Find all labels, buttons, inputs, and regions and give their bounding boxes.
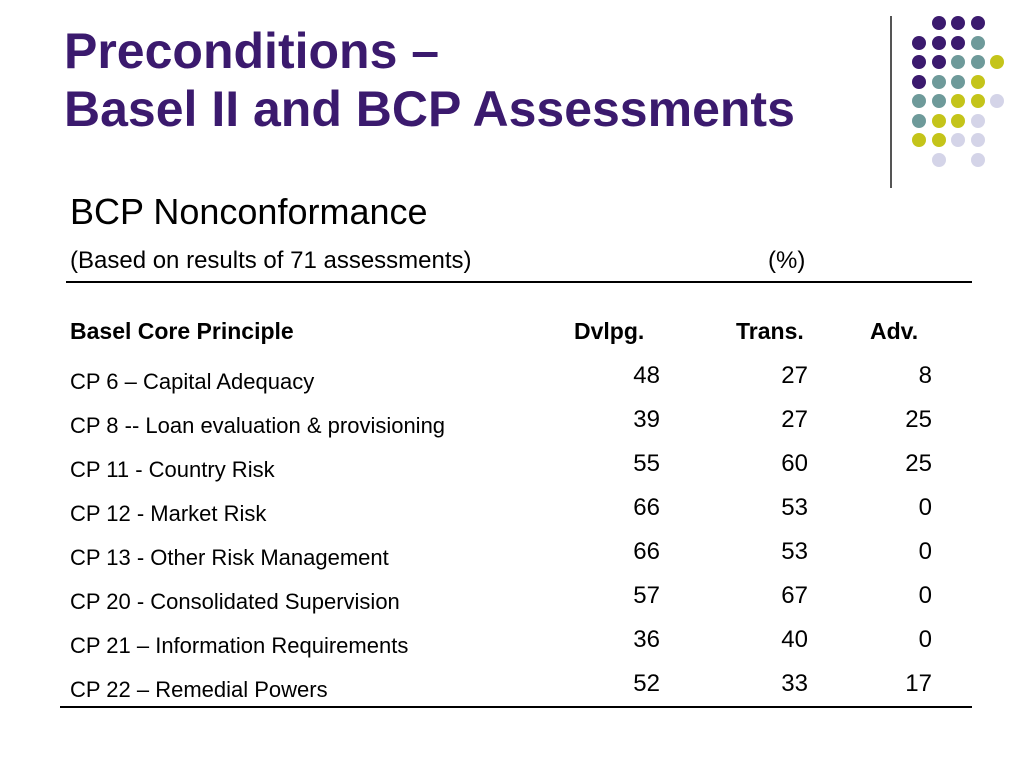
- trans-cell: 53: [781, 494, 808, 521]
- decorative-dot: [931, 133, 946, 147]
- table-row: CP 20 - Consolidated Supervision 57 67 0: [0, 582, 1024, 626]
- trans-cell: 27: [781, 362, 808, 389]
- adv-cell: 25: [905, 450, 932, 477]
- decorative-dot: [912, 113, 926, 128]
- decorative-dot: [951, 94, 965, 108]
- decorative-dot: [931, 113, 946, 128]
- title-line-2: Basel II and BCP Assessments: [64, 81, 795, 137]
- decorative-dot: [912, 74, 926, 89]
- table-subtitle: BCP Nonconformance: [70, 191, 428, 232]
- decorative-dot: [931, 16, 946, 30]
- table-row: CP 8 -- Loan evaluation & provisioning 3…: [0, 406, 1024, 450]
- decorative-dot: [951, 133, 965, 147]
- header-trans: Trans.: [736, 318, 804, 344]
- trans-cell: 33: [781, 670, 808, 697]
- decorative-dot: [970, 94, 985, 108]
- dvlpg-cell: 48: [633, 362, 660, 389]
- adv-cell: 25: [905, 406, 932, 433]
- decorative-dot: [912, 55, 926, 69]
- assessment-note: (Based on results of 71 assessments): [70, 247, 472, 274]
- decorative-dot: [951, 113, 965, 128]
- table-row: CP 12 - Market Risk 66 53 0: [0, 494, 1024, 538]
- principle-cell: CP 8 -- Loan evaluation & provisioning: [70, 413, 446, 438]
- decorative-dot: [951, 74, 965, 89]
- decorative-dot: [931, 152, 946, 167]
- principle-cell: CP 11 - Country Risk: [70, 457, 275, 482]
- decorative-dot: [970, 133, 985, 147]
- header-principle: Basel Core Principle: [70, 318, 294, 344]
- decorative-dot: [970, 113, 985, 128]
- title-divider: [890, 16, 892, 188]
- slide-title: Preconditions – Basel II and BCP Assessm…: [64, 22, 795, 138]
- dvlpg-cell: 52: [633, 670, 660, 697]
- trans-cell: 40: [781, 626, 808, 653]
- table-bottom-rule: [60, 706, 972, 708]
- decorative-dot: [931, 94, 946, 108]
- adv-cell: 0: [918, 626, 932, 653]
- table-top-rule: [66, 281, 972, 283]
- header-adv: Adv.: [870, 318, 919, 344]
- dvlpg-cell: 66: [633, 494, 660, 521]
- table-row: CP 13 - Other Risk Management 66 53 0: [0, 538, 1024, 582]
- adv-cell: 0: [918, 538, 932, 565]
- dvlpg-cell: 39: [633, 406, 660, 433]
- table-row: CP 21 – Information Requirements 36 40 0: [0, 626, 1024, 670]
- table-row: CP 22 – Remedial Powers 52 33 17: [0, 670, 1024, 714]
- decorative-dot: [970, 74, 985, 89]
- trans-cell: 60: [781, 450, 808, 477]
- decorative-dot: [990, 94, 1004, 108]
- dvlpg-cell: 57: [633, 582, 660, 609]
- title-line-1: Preconditions –: [64, 23, 440, 79]
- unit-label: (%): [768, 247, 806, 274]
- decorative-dot: [951, 16, 965, 30]
- trans-cell: 67: [781, 582, 808, 609]
- dvlpg-cell: 36: [633, 626, 660, 653]
- principle-cell: CP 22 – Remedial Powers: [70, 677, 328, 702]
- decorative-dot: [912, 35, 926, 50]
- decorative-dot: [990, 55, 1004, 69]
- principle-cell: CP 6 – Capital Adequacy: [70, 369, 315, 394]
- decorative-dot: [912, 94, 926, 108]
- header-dvlpg: Dvlpg.: [574, 318, 645, 344]
- decorative-dot: [970, 55, 985, 69]
- table-row: CP 6 – Capital Adequacy 48 27 8: [0, 362, 1024, 406]
- decorative-dot: [951, 35, 965, 50]
- decorative-dot: [931, 74, 946, 89]
- adv-cell: 0: [918, 494, 932, 521]
- principle-cell: CP 20 - Consolidated Supervision: [70, 589, 400, 614]
- decorative-dot: [970, 16, 985, 30]
- adv-cell: 8: [918, 362, 932, 389]
- dvlpg-cell: 66: [633, 538, 660, 565]
- table-row: CP 11 - Country Risk 55 60 25: [0, 450, 1024, 494]
- dvlpg-cell: 55: [633, 450, 660, 477]
- decorative-dot: [931, 55, 946, 69]
- decorative-dot: [970, 152, 985, 167]
- decorative-dot: [931, 35, 946, 50]
- decorative-dot: [970, 35, 985, 50]
- trans-cell: 53: [781, 538, 808, 565]
- decorative-dot: [912, 133, 926, 147]
- adv-cell: 17: [905, 670, 932, 697]
- trans-cell: 27: [781, 406, 808, 433]
- principle-cell: CP 13 - Other Risk Management: [70, 545, 389, 570]
- principle-cell: CP 21 – Information Requirements: [70, 633, 409, 658]
- decorative-dot: [951, 55, 965, 69]
- adv-cell: 0: [918, 582, 932, 609]
- principle-cell: CP 12 - Market Risk: [70, 501, 267, 526]
